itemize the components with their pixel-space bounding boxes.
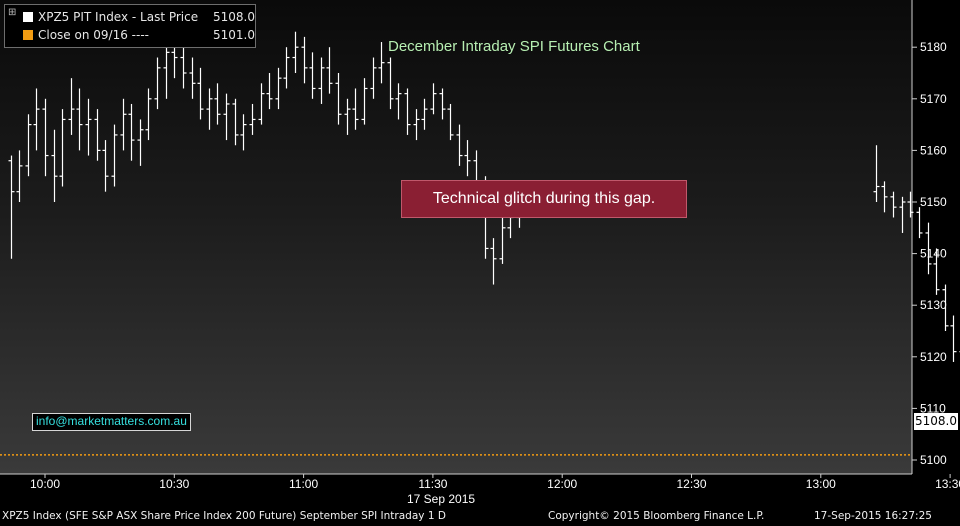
x-tick-label: 12:00 [547,477,577,491]
y-tick-label: 5180 [920,40,947,54]
y-tick-label: 5140 [920,247,947,261]
legend-entry-prev-close: Close on 09/16 ---- 5101.0 [23,26,255,44]
annotation-box: Technical glitch during this gap. [401,180,687,218]
x-tick-label: 13:30 [935,477,960,491]
legend-label: XPZ5 PIT Index - Last Price [38,10,199,24]
x-tick-label: 10:30 [159,477,189,491]
footer-copyright: Copyright© 2015 Bloomberg Finance L.P. [548,510,765,522]
chart-title: December Intraday SPI Futures Chart [388,38,640,55]
y-tick-label: 5110 [920,401,946,415]
plot-area [0,0,912,474]
footer-timestamp: 17-Sep-2015 16:27:25 [814,510,932,522]
footer-security-description: XPZ5 Index (SFE S&P ASX Share Price Inde… [2,510,446,522]
last-price-tag: 5108.0 [914,413,958,430]
legend-swatch-white [23,12,33,22]
legend-value: 5101.0 [213,28,255,42]
x-tick-label: 13:00 [806,477,836,491]
legend-swatch-orange [23,30,33,40]
legend-toggle-icon[interactable]: ⊞ [8,7,17,18]
y-tick-label: 5170 [920,92,947,106]
y-tick-label: 5160 [920,143,947,157]
x-axis-date-label: 17 Sep 2015 [407,492,476,506]
x-tick-label: 11:00 [289,477,318,491]
y-tick-label: 5150 [920,195,947,209]
x-tick-label: 10:00 [30,477,60,491]
y-tick-label: 5100 [920,453,947,467]
legend-value: 5108.0 [213,10,255,24]
y-tick-label: 5120 [920,350,947,364]
contact-email-label: info@marketmatters.com.au [32,413,191,431]
y-tick-label: 5130 [920,298,947,312]
x-tick-label: 12:30 [676,477,706,491]
legend-entry-last-price: XPZ5 PIT Index - Last Price 5108.0 [23,8,255,26]
legend[interactable]: ⊞ XPZ5 PIT Index - Last Price 5108.0 Clo… [4,4,256,48]
legend-label: Close on 09/16 ---- [38,28,149,42]
x-tick-label: 11:30 [418,477,447,491]
